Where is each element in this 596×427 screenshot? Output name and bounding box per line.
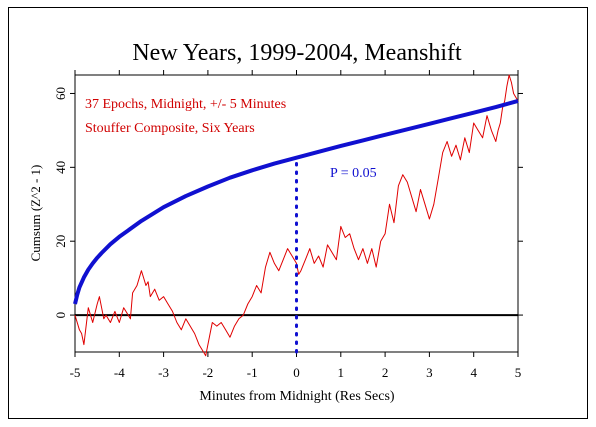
chart-frame xyxy=(8,7,588,419)
x-tick-label: 4 xyxy=(470,365,477,380)
x-tick-label: -1 xyxy=(247,365,258,380)
y-tick-label: 0 xyxy=(53,312,68,319)
x-axis-label: Minutes from Midnight (Res Secs) xyxy=(199,389,395,404)
significance-envelope-line xyxy=(73,98,519,305)
y-tick-label: 20 xyxy=(53,235,68,248)
p-value-label: P = 0.05 xyxy=(330,166,377,181)
x-tick-label: -4 xyxy=(114,365,125,380)
x-tick-label: 5 xyxy=(515,365,522,380)
x-tick-label: 3 xyxy=(426,365,433,380)
x-tick-label: -5 xyxy=(70,365,81,380)
y-tick-label: 60 xyxy=(53,87,68,100)
x-tick-label: 1 xyxy=(338,365,345,380)
chart-title: New Years, 1999-2004, Meanshift xyxy=(132,40,462,66)
x-tick-label: 2 xyxy=(382,365,389,380)
y-axis-label: Cumsum (Z^2 - 1) xyxy=(28,165,43,262)
x-tick-label: -2 xyxy=(202,365,213,380)
y-tick-label: 40 xyxy=(53,161,68,174)
annotation-composite: Stouffer Composite, Six Years xyxy=(85,121,255,136)
annotation-epochs: 37 Epochs, Midnight, +/- 5 Minutes xyxy=(85,97,286,112)
x-tick-label: 0 xyxy=(293,365,300,380)
x-tick-label: -3 xyxy=(158,365,169,380)
chart-marks xyxy=(73,74,519,357)
cumsum-line xyxy=(74,74,519,357)
axis-ticks: -5 -4 -3 -2 -1 0 1 2 3 4 5 0 20 40 60 xyxy=(53,70,523,380)
